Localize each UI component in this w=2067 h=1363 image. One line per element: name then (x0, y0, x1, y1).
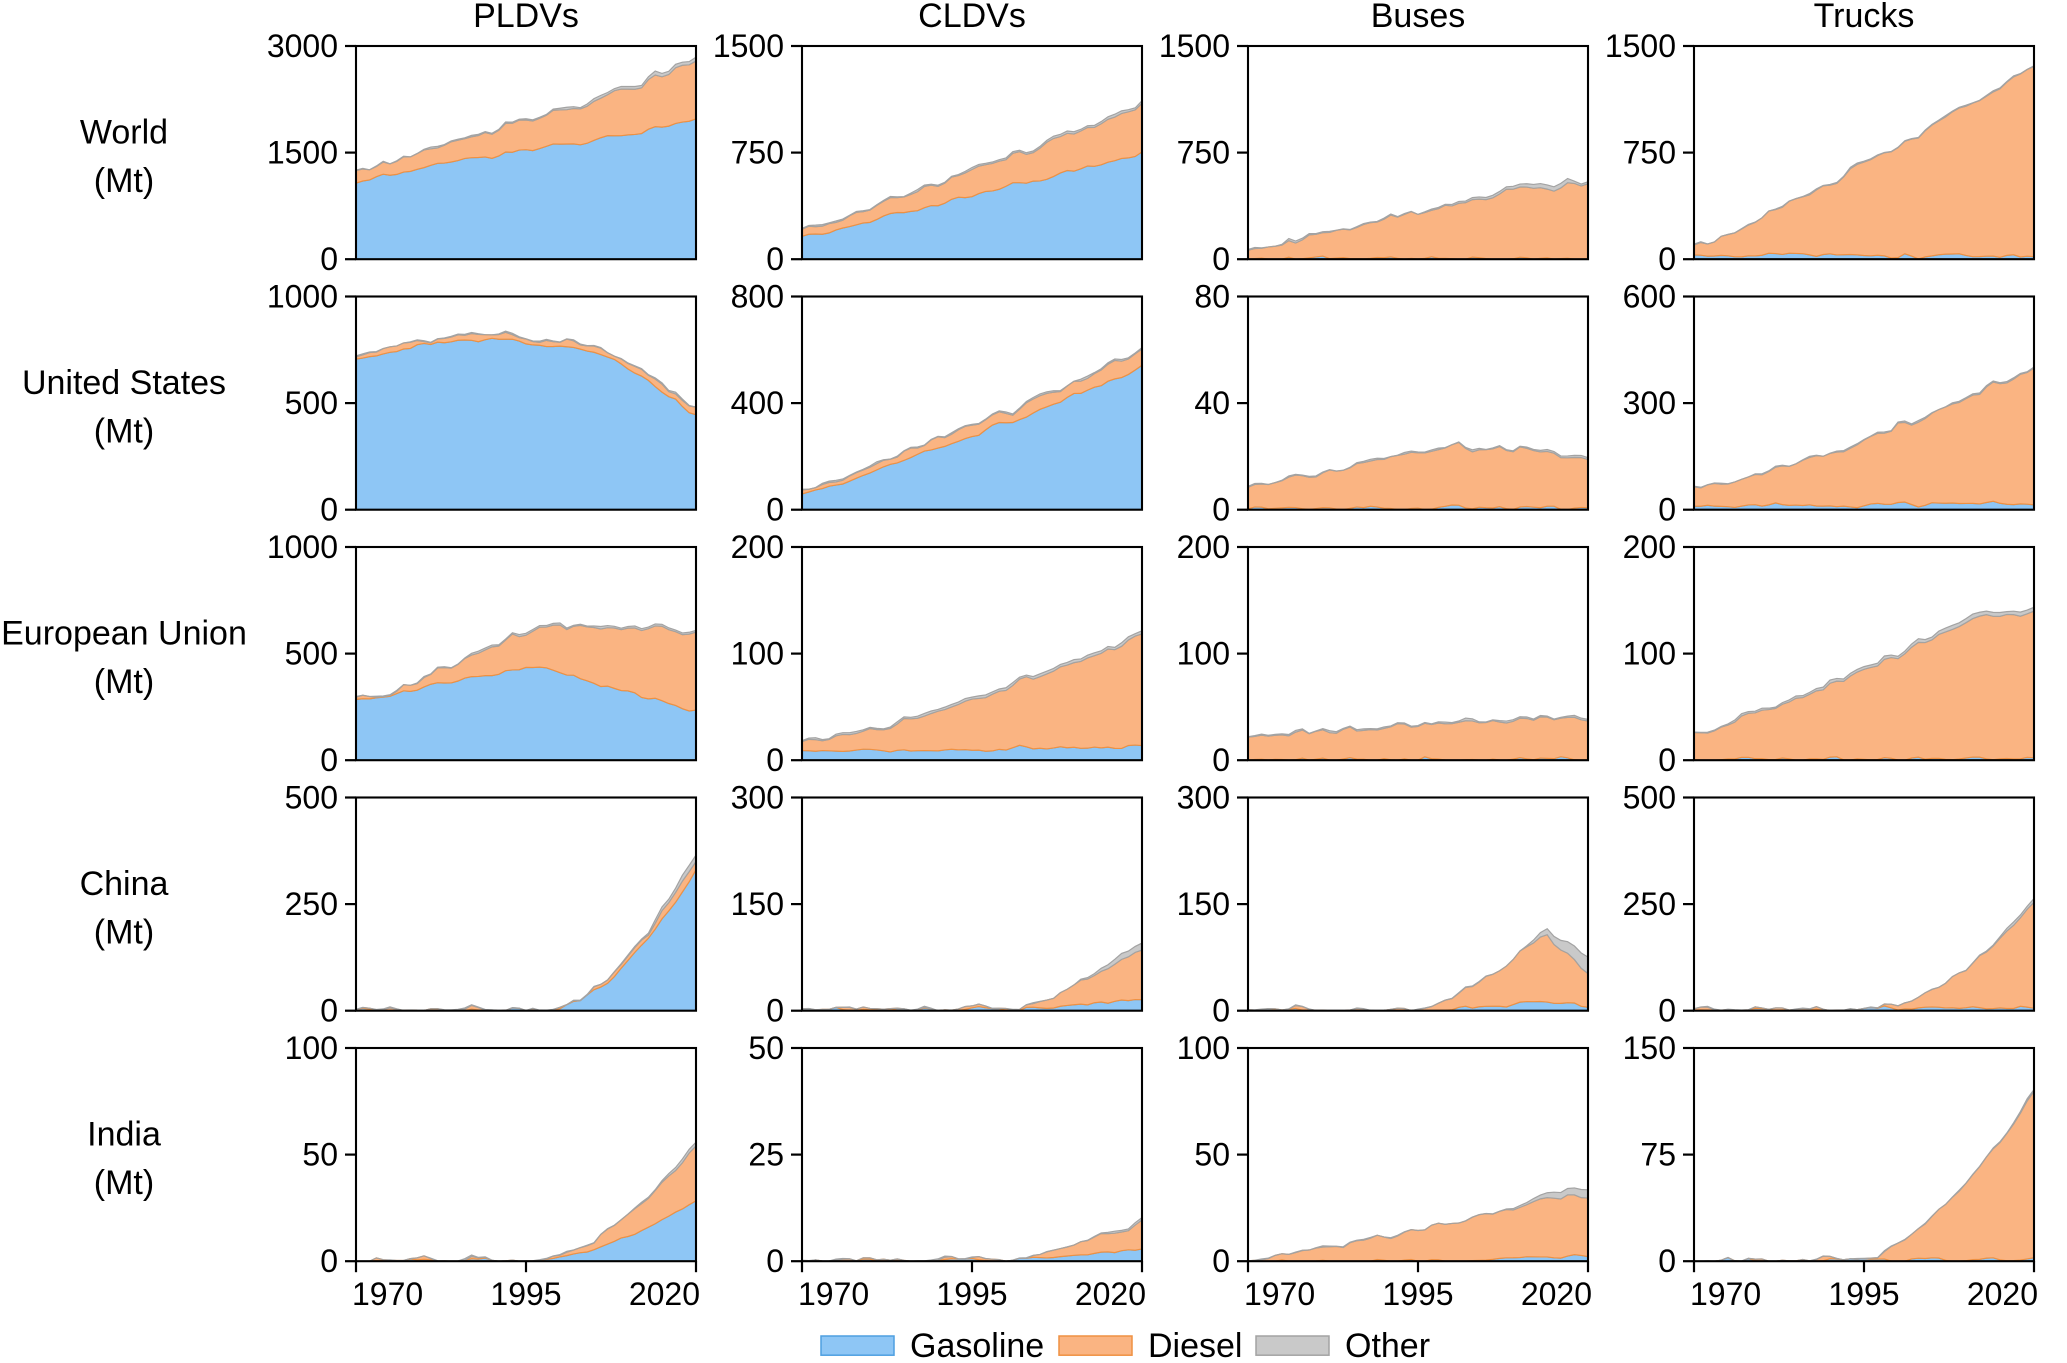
svg-text:40: 40 (1194, 385, 1230, 421)
svg-text:150: 150 (731, 886, 784, 922)
svg-text:0: 0 (766, 1243, 784, 1279)
svg-text:European Union: European Union (1, 615, 247, 653)
svg-text:(Mt): (Mt) (94, 914, 154, 952)
svg-text:0: 0 (766, 742, 784, 778)
svg-text:1970: 1970 (352, 1276, 423, 1312)
svg-text:0: 0 (1658, 742, 1676, 778)
svg-text:1500: 1500 (1605, 28, 1676, 64)
svg-text:0: 0 (1212, 241, 1230, 277)
svg-text:0: 0 (1658, 993, 1676, 1029)
svg-text:1995: 1995 (936, 1276, 1007, 1312)
svg-text:0: 0 (766, 492, 784, 528)
svg-text:1000: 1000 (267, 279, 338, 315)
svg-text:200: 200 (1623, 529, 1676, 565)
svg-text:200: 200 (1177, 529, 1230, 565)
svg-text:0: 0 (1212, 742, 1230, 778)
svg-text:0: 0 (1658, 1243, 1676, 1279)
svg-text:1970: 1970 (798, 1276, 869, 1312)
svg-text:0: 0 (320, 742, 338, 778)
svg-text:CLDVs: CLDVs (918, 0, 1026, 35)
svg-text:3000: 3000 (267, 28, 338, 64)
svg-text:(Mt): (Mt) (94, 413, 154, 451)
svg-text:0: 0 (320, 993, 338, 1029)
svg-text:25: 25 (748, 1137, 784, 1173)
svg-text:1970: 1970 (1244, 1276, 1315, 1312)
svg-text:150: 150 (1177, 886, 1230, 922)
svg-text:0: 0 (766, 993, 784, 1029)
svg-text:150: 150 (1623, 1030, 1676, 1066)
svg-text:Gasoline: Gasoline (910, 1327, 1044, 1358)
svg-text:1995: 1995 (1828, 1276, 1899, 1312)
svg-text:(Mt): (Mt) (94, 1164, 154, 1202)
svg-text:2020: 2020 (629, 1276, 700, 1312)
svg-text:Diesel: Diesel (1148, 1327, 1242, 1358)
svg-text:500: 500 (285, 385, 338, 421)
svg-text:50: 50 (302, 1137, 338, 1173)
svg-text:0: 0 (320, 1243, 338, 1279)
svg-text:500: 500 (1623, 780, 1676, 816)
svg-text:0: 0 (1658, 492, 1676, 528)
svg-text:1500: 1500 (713, 28, 784, 64)
svg-text:United States: United States (22, 364, 226, 402)
svg-text:0: 0 (1212, 1243, 1230, 1279)
svg-text:0: 0 (320, 492, 338, 528)
svg-text:300: 300 (1623, 385, 1676, 421)
svg-text:750: 750 (1177, 135, 1230, 171)
svg-text:800: 800 (731, 279, 784, 315)
svg-text:(Mt): (Mt) (94, 162, 154, 200)
svg-text:600: 600 (1623, 279, 1676, 315)
svg-text:100: 100 (1177, 1030, 1230, 1066)
svg-text:80: 80 (1194, 279, 1230, 315)
svg-text:0: 0 (1212, 993, 1230, 1029)
svg-text:0: 0 (320, 241, 338, 277)
svg-text:1995: 1995 (490, 1276, 561, 1312)
svg-text:300: 300 (1177, 780, 1230, 816)
svg-text:Trucks: Trucks (1814, 0, 1915, 35)
svg-text:750: 750 (731, 135, 784, 171)
svg-text:0: 0 (1212, 492, 1230, 528)
svg-text:2020: 2020 (1521, 1276, 1592, 1312)
svg-text:50: 50 (748, 1030, 784, 1066)
svg-text:2020: 2020 (1075, 1276, 1146, 1312)
svg-text:0: 0 (766, 241, 784, 277)
svg-text:Other: Other (1345, 1327, 1430, 1358)
svg-text:Buses: Buses (1371, 0, 1466, 35)
svg-text:100: 100 (1623, 636, 1676, 672)
svg-text:1995: 1995 (1382, 1276, 1453, 1312)
svg-text:World: World (80, 114, 168, 152)
svg-text:500: 500 (285, 636, 338, 672)
svg-text:400: 400 (731, 385, 784, 421)
svg-text:1000: 1000 (267, 529, 338, 565)
svg-text:(Mt): (Mt) (94, 663, 154, 701)
svg-text:100: 100 (1177, 636, 1230, 672)
svg-text:PLDVs: PLDVs (473, 0, 579, 35)
svg-text:200: 200 (731, 529, 784, 565)
svg-text:1500: 1500 (267, 135, 338, 171)
svg-text:1500: 1500 (1159, 28, 1230, 64)
svg-text:100: 100 (285, 1030, 338, 1066)
svg-text:1970: 1970 (1690, 1276, 1761, 1312)
svg-text:50: 50 (1194, 1137, 1230, 1173)
svg-text:China: China (80, 865, 169, 903)
svg-text:750: 750 (1623, 135, 1676, 171)
svg-text:75: 75 (1640, 1137, 1676, 1173)
svg-text:0: 0 (1658, 241, 1676, 277)
svg-text:500: 500 (285, 780, 338, 816)
svg-text:300: 300 (731, 780, 784, 816)
svg-text:250: 250 (285, 886, 338, 922)
svg-text:250: 250 (1623, 886, 1676, 922)
svg-text:2020: 2020 (1967, 1276, 2038, 1312)
svg-text:100: 100 (731, 636, 784, 672)
svg-text:India: India (87, 1116, 161, 1154)
